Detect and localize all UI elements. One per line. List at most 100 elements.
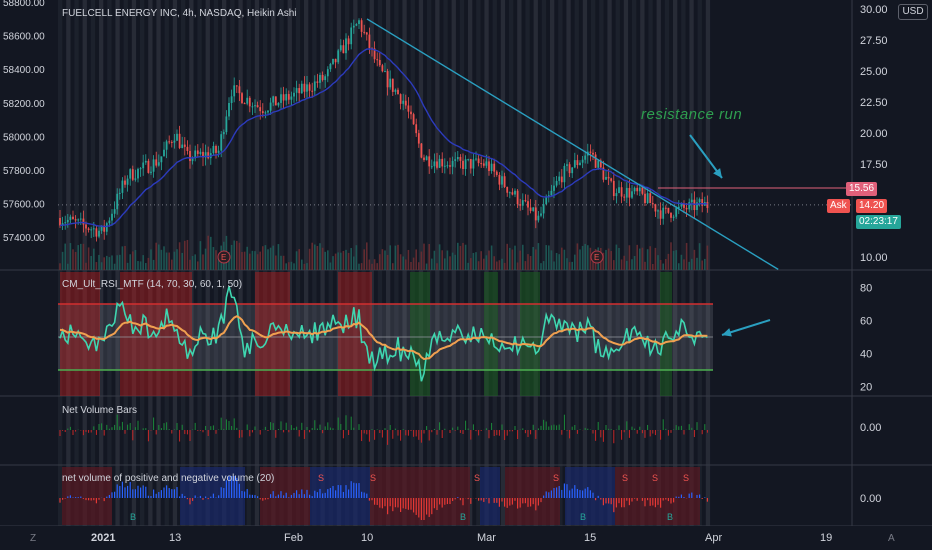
candle-body (300, 83, 303, 94)
volume-bar (311, 242, 313, 270)
volume-bar (139, 261, 142, 270)
volume-bar (254, 251, 256, 270)
nvb-scale-label: 0.00 (860, 422, 881, 434)
volume-bar (67, 263, 69, 270)
candle-body (233, 85, 236, 97)
volume-bar (509, 247, 511, 270)
candle-body (620, 187, 623, 197)
volume-bar (423, 243, 425, 270)
volume-bar (282, 255, 285, 270)
rsi-scale-label: 20 (860, 382, 872, 394)
volume-bar (347, 252, 350, 270)
volume-bar (202, 254, 204, 270)
candle-body (256, 105, 259, 108)
candle-body (394, 89, 397, 92)
volume-bar (116, 255, 118, 270)
candle-body (116, 193, 119, 210)
net-volume-bars-label[interactable]: Net Volume Bars (62, 405, 138, 416)
volume-bar (386, 254, 389, 270)
candle-body (589, 151, 592, 153)
candle-body (350, 27, 353, 45)
rsi-line (59, 286, 708, 382)
volume-bar (698, 243, 701, 270)
session-band (451, 0, 456, 526)
volume-bar (527, 254, 529, 270)
candle-body (423, 157, 425, 161)
volume-bar (236, 240, 238, 270)
volume-bar (415, 249, 417, 270)
candle-body (261, 111, 264, 114)
candle-body (659, 210, 662, 219)
net-volume-label[interactable]: net volume of positive and negative volu… (62, 473, 275, 484)
candle-body (64, 222, 67, 224)
session-band (509, 0, 514, 526)
candle-body (550, 190, 553, 196)
volume-bar (113, 263, 116, 270)
volume-bar (77, 245, 79, 270)
candle-body (85, 224, 87, 229)
volume-bar (659, 259, 662, 270)
session-band (615, 0, 620, 526)
sell-marker: S (474, 473, 480, 483)
volume-bar (639, 248, 641, 270)
session-band (238, 0, 243, 526)
candle-body (168, 141, 171, 143)
session-band (131, 0, 137, 526)
volume-bar (545, 245, 547, 270)
annotation-arrow-head (713, 168, 722, 178)
left-scale-label: 58000.00 (3, 132, 45, 143)
candle-body (412, 114, 415, 125)
rsi-pane-label[interactable]: CM_Ult_RSI_MTF (14, 70, 30, 60, 1, 50) (62, 279, 243, 290)
candle-body (389, 78, 392, 88)
volume-bar (181, 252, 183, 270)
volume-bar (137, 261, 139, 270)
volume-bar (295, 251, 298, 270)
candle-body (194, 150, 197, 159)
volume-bar (571, 261, 573, 270)
volume-bar (360, 263, 363, 270)
candle-body (95, 228, 98, 237)
volume-bar (100, 262, 103, 270)
price-scale-label: 22.50 (860, 97, 888, 109)
candle-body (152, 159, 155, 172)
candle-body (477, 158, 480, 164)
volume-bar (457, 242, 459, 270)
candle-body (449, 165, 451, 167)
volume-bar (381, 249, 384, 270)
volume-bar (230, 244, 233, 270)
candle-body (662, 207, 665, 219)
session-band (140, 0, 145, 526)
session-band (287, 0, 292, 526)
volume-bar (446, 250, 449, 270)
sell-marker: S (553, 473, 559, 483)
candle-body (217, 150, 220, 153)
volume-bar (319, 243, 321, 270)
candle-body (615, 193, 618, 197)
volume-bar (350, 248, 352, 270)
volume-bar (142, 255, 144, 270)
candle-body (225, 116, 228, 133)
session-band (664, 0, 670, 526)
volume-bar (503, 262, 506, 270)
volume-bar (186, 239, 189, 270)
candle-body (443, 165, 446, 167)
volume-bar (132, 251, 134, 270)
price-scale-label: 25.00 (860, 66, 888, 78)
volume-bar (438, 244, 441, 270)
candle-body (667, 207, 670, 213)
symbol-title[interactable]: FUELCELL ENERGY INC, 4h, NASDAQ, Heikin … (62, 8, 297, 19)
volume-bar (485, 255, 488, 270)
candle-body (241, 93, 243, 104)
sell-marker: S (622, 473, 628, 483)
volume-bar (215, 250, 217, 270)
volume-bar (397, 244, 399, 270)
candle-body (79, 218, 82, 220)
candle-body (157, 162, 160, 166)
volume-bar (607, 248, 610, 270)
volume-bar (171, 259, 173, 270)
candle-body (326, 69, 329, 77)
volume-bar (168, 252, 170, 270)
currency-button[interactable]: USD (898, 4, 928, 20)
